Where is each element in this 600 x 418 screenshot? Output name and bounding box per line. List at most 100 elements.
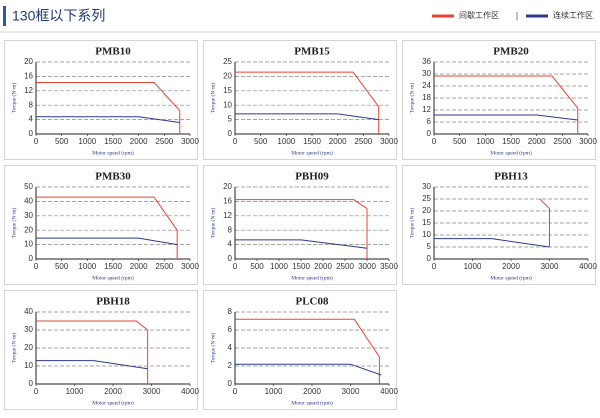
y-tick-label: 0 <box>427 254 432 263</box>
y-tick-label: 2 <box>228 361 233 370</box>
series-line <box>36 360 148 370</box>
x-tick-label: 1500 <box>292 262 310 271</box>
x-tick-label: 3000 <box>380 137 398 146</box>
x-tick-label: 4000 <box>380 387 398 396</box>
series-line <box>235 199 368 259</box>
x-tick-label: 3000 <box>342 387 360 396</box>
x-axis-label: Motor speed (rpm) <box>291 399 333 406</box>
y-tick-label: 4 <box>228 240 233 249</box>
chart-panel: PBH09 0 4 8 12 16 20 0 500 1000 1500 2000 2500 3000 35… <box>203 165 398 285</box>
y-axis-label: Torque (N·m) <box>408 83 415 114</box>
y-tick-label: 18 <box>422 93 431 102</box>
y-tick-label: 15 <box>422 218 431 227</box>
x-tick-label: 1500 <box>104 262 122 271</box>
x-tick-label: 3000 <box>181 262 199 271</box>
x-tick-label: 2000 <box>314 262 332 271</box>
panel-border <box>402 40 596 160</box>
y-tick-label: 30 <box>24 211 33 220</box>
x-tick-label: 1000 <box>265 387 283 396</box>
chart-title: PMB30 <box>95 171 131 183</box>
series-line <box>235 318 380 384</box>
chart-panel: PMB20 0 6 12 18 24 30 36 0 500 1000 1500 2000 2500 300… <box>402 40 597 160</box>
x-tick-label: 2500 <box>336 262 354 271</box>
title-accent <box>3 6 6 26</box>
y-tick-label: 12 <box>422 105 431 114</box>
x-tick-label: 1000 <box>270 262 288 271</box>
chart-title: PMB10 <box>95 46 131 58</box>
x-tick-label: 0 <box>34 262 39 271</box>
y-axis-label: Torque (N·m) <box>209 208 216 239</box>
x-tick-label: 2000 <box>303 387 321 396</box>
x-tick-label: 1000 <box>476 137 494 146</box>
x-tick-label: 0 <box>233 262 238 271</box>
y-tick-label: 0 <box>29 379 34 388</box>
x-tick-label: 4000 <box>181 387 199 396</box>
x-tick-label: 3000 <box>143 387 161 396</box>
legend-label: 连续工作区 <box>553 10 593 20</box>
x-tick-label: 0 <box>432 137 437 146</box>
series-line <box>434 114 578 121</box>
x-tick-label: 1000 <box>78 137 96 146</box>
series-line <box>235 363 382 376</box>
legend-separator: | <box>516 10 518 20</box>
x-tick-label: 3000 <box>181 137 199 146</box>
y-tick-label: 0 <box>29 129 34 138</box>
y-tick-label: 25 <box>422 194 431 203</box>
x-tick-label: 2000 <box>329 137 347 146</box>
x-tick-label: 3000 <box>541 262 559 271</box>
y-tick-label: 24 <box>422 81 431 90</box>
y-tick-label: 30 <box>422 69 431 78</box>
x-axis-label: Motor speed (rpm) <box>92 399 134 406</box>
y-tick-label: 6 <box>228 325 233 334</box>
x-axis-label: Motor speed (rpm) <box>92 274 134 281</box>
chart-title: PLC08 <box>296 296 330 308</box>
x-tick-label: 2500 <box>155 137 173 146</box>
x-tick-label: 2500 <box>354 137 372 146</box>
x-tick-label: 1500 <box>303 137 321 146</box>
x-axis-label: Motor speed (rpm) <box>291 149 333 156</box>
x-tick-label: 0 <box>233 137 238 146</box>
y-tick-label: 20 <box>24 343 33 352</box>
y-tick-label: 15 <box>223 86 232 95</box>
x-tick-label: 0 <box>34 387 39 396</box>
panel-border <box>203 290 397 410</box>
y-tick-label: 25 <box>223 57 232 66</box>
y-axis-label: Torque (N·m) <box>209 83 216 114</box>
y-tick-label: 0 <box>427 129 432 138</box>
series-line <box>36 116 180 123</box>
x-tick-label: 3000 <box>358 262 376 271</box>
y-tick-label: 30 <box>24 325 33 334</box>
series-line <box>434 238 550 248</box>
chart-panel: PMB10 0 4 8 12 16 20 0 500 1000 1500 2000 2500 3000 Mo… <box>4 40 199 160</box>
x-tick-label: 2000 <box>130 262 148 271</box>
x-tick-label: 3000 <box>579 137 597 146</box>
y-tick-label: 0 <box>228 129 233 138</box>
y-axis-label: Torque (N·m) <box>10 208 17 239</box>
panel-border <box>402 165 596 285</box>
chart-title: PBH13 <box>494 171 528 183</box>
series-line <box>235 71 380 134</box>
panel-border <box>4 165 198 285</box>
series-line <box>235 239 368 249</box>
y-tick-label: 10 <box>223 100 232 109</box>
x-tick-label: 500 <box>55 262 69 271</box>
chart-title: PBH09 <box>295 171 329 183</box>
y-tick-label: 12 <box>223 211 232 220</box>
x-tick-label: 2000 <box>502 262 520 271</box>
y-tick-label: 20 <box>223 182 232 191</box>
y-tick-label: 8 <box>29 100 34 109</box>
y-tick-label: 5 <box>427 242 432 251</box>
series-line <box>36 196 178 259</box>
x-tick-label: 1500 <box>502 137 520 146</box>
y-axis-label: Torque (N·m) <box>209 333 216 364</box>
x-tick-label: 1500 <box>104 137 122 146</box>
x-tick-label: 1000 <box>277 137 295 146</box>
page-title: 130框以下系列 <box>12 8 105 24</box>
x-tick-label: 3500 <box>380 262 398 271</box>
x-tick-label: 2000 <box>130 137 148 146</box>
y-tick-label: 0 <box>228 254 233 263</box>
x-axis-label: Motor speed (rpm) <box>490 274 532 281</box>
series-line <box>434 75 579 134</box>
